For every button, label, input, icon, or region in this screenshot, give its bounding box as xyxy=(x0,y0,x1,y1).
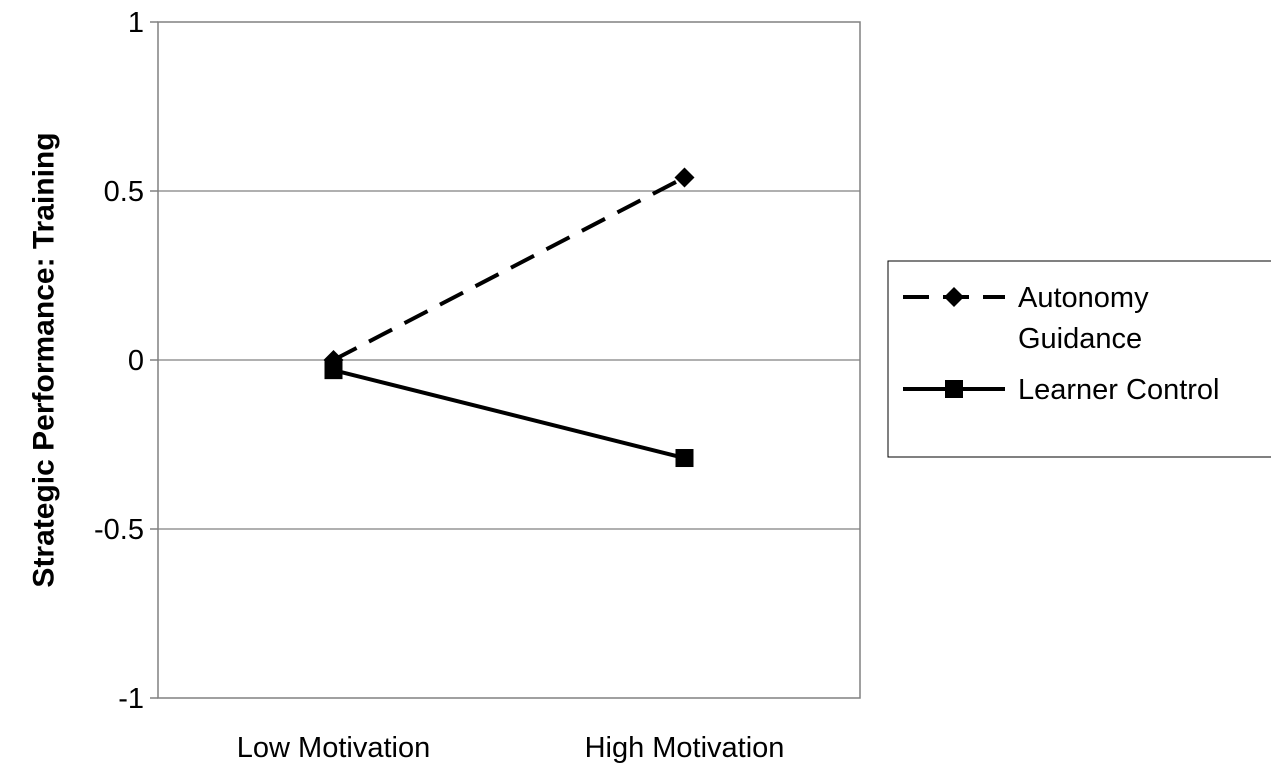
diamond-marker xyxy=(944,287,964,307)
y-tick-label: 1 xyxy=(128,7,144,39)
diamond-marker xyxy=(674,167,695,188)
x-axis: Low Motivation High Motivation xyxy=(237,732,785,764)
series-line xyxy=(333,368,685,460)
y-tick-label: 0.5 xyxy=(104,176,144,208)
x-tick-label: Low Motivation xyxy=(237,732,430,764)
y-tick-label: 0 xyxy=(128,345,144,377)
y-tick-label: -1 xyxy=(118,683,144,715)
legend: Autonomy Guidance Learner Control xyxy=(887,260,1271,458)
x-tick-label: High Motivation xyxy=(585,732,785,764)
square-marker xyxy=(945,380,963,398)
y-axis-label: Strategic Performance: Training xyxy=(28,132,61,587)
square-marker xyxy=(675,449,694,468)
legend-label: Guidance xyxy=(1018,323,1142,355)
legend-label: Learner Control xyxy=(1018,374,1220,406)
legend-label: Autonomy xyxy=(1018,282,1149,314)
series-group xyxy=(323,167,695,468)
y-tick-label: -0.5 xyxy=(94,514,144,546)
gridlines xyxy=(158,190,860,530)
y-axis: 1 0.5 0 -0.5 -1 xyxy=(94,7,158,715)
series-line xyxy=(332,175,686,362)
square-marker xyxy=(324,361,343,380)
